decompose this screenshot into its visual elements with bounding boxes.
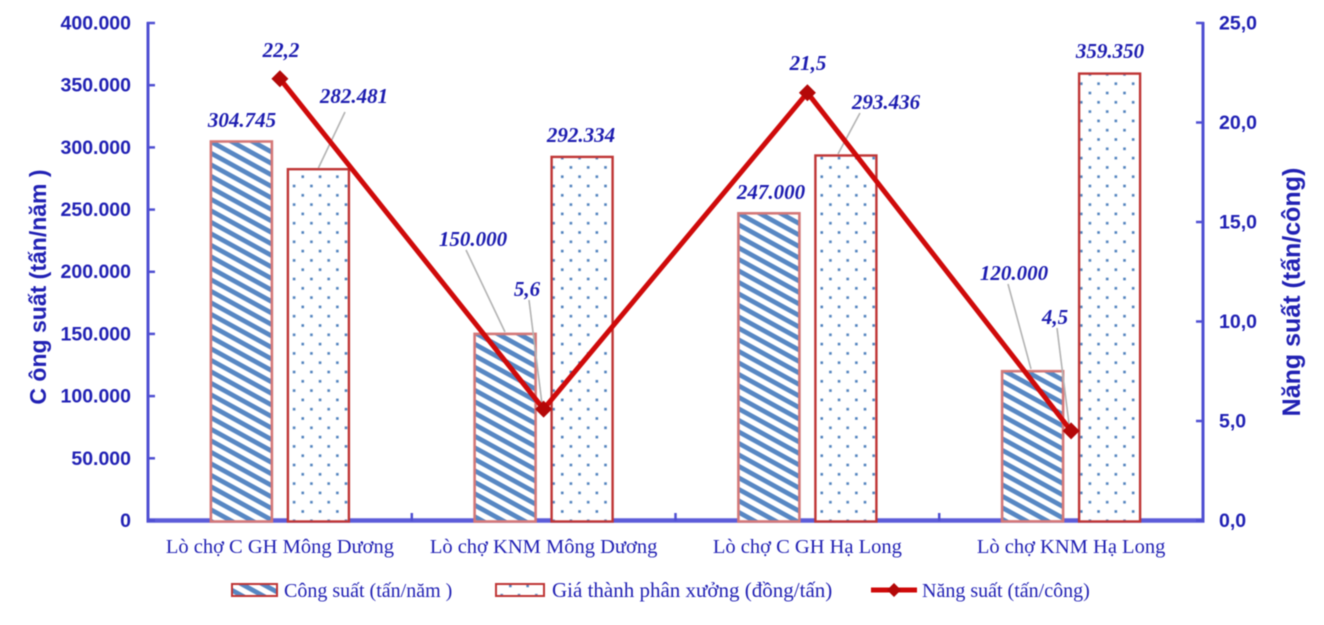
svg-text:Lò chợ KNM Hạ Long: Lò chợ KNM Hạ Long (977, 536, 1165, 558)
svg-text:4,5: 4,5 (1041, 305, 1068, 329)
svg-text:350.000: 350.000 (61, 75, 132, 97)
svg-text:5,6: 5,6 (514, 277, 541, 301)
svg-text:150.000: 150.000 (61, 323, 132, 345)
svg-text:15,0: 15,0 (1219, 212, 1257, 234)
svg-text:293.436: 293.436 (851, 90, 921, 114)
svg-text:Công suất (tấn/năm ): Công suất (tấn/năm ) (284, 580, 452, 602)
svg-text:20,0: 20,0 (1219, 112, 1257, 134)
svg-text:10,0: 10,0 (1219, 311, 1257, 333)
svg-text:120.000: 120.000 (980, 261, 1049, 285)
svg-text:400.000: 400.000 (61, 13, 132, 35)
svg-text:22,2: 22,2 (262, 38, 300, 62)
svg-text:Lò chợ KNM Mông Dương: Lò chợ KNM Mông Dương (430, 536, 658, 558)
svg-text:C ông suất (tấn/năm ): C ông suất (tấn/năm ) (25, 169, 51, 404)
svg-text:304.745: 304.745 (207, 108, 276, 132)
svg-text:50.000: 50.000 (71, 448, 131, 470)
svg-text:Lò chợ C GH Hạ Long: Lò chợ C GH Hạ Long (713, 536, 902, 558)
svg-text:250.000: 250.000 (61, 199, 132, 221)
svg-text:Giá thành phân xưởng (đồng/tấn: Giá thành phân xưởng (đồng/tấn) (552, 578, 832, 602)
svg-text:300.000: 300.000 (61, 137, 132, 159)
svg-text:200.000: 200.000 (61, 261, 132, 283)
svg-text:Năng suất (tấn/công): Năng suất (tấn/công) (1278, 168, 1306, 417)
svg-text:100.000: 100.000 (61, 386, 132, 408)
svg-text:5,0: 5,0 (1219, 411, 1246, 433)
svg-text:150.000: 150.000 (439, 227, 508, 251)
svg-text:292.334: 292.334 (546, 123, 615, 147)
svg-text:282.481: 282.481 (319, 84, 388, 108)
svg-text:0: 0 (120, 510, 131, 532)
svg-text:Lò chợ C GH Mông Dương: Lò chợ C GH Mông Dương (166, 536, 394, 558)
svg-text:25,0: 25,0 (1219, 13, 1257, 35)
svg-text:0,0: 0,0 (1219, 510, 1246, 532)
svg-text:359.350: 359.350 (1075, 39, 1145, 63)
svg-text:21,5: 21,5 (789, 51, 827, 75)
svg-text:Năng suất (tấn/công): Năng suất (tấn/công) (922, 580, 1090, 602)
svg-text:247.000: 247.000 (736, 180, 806, 204)
